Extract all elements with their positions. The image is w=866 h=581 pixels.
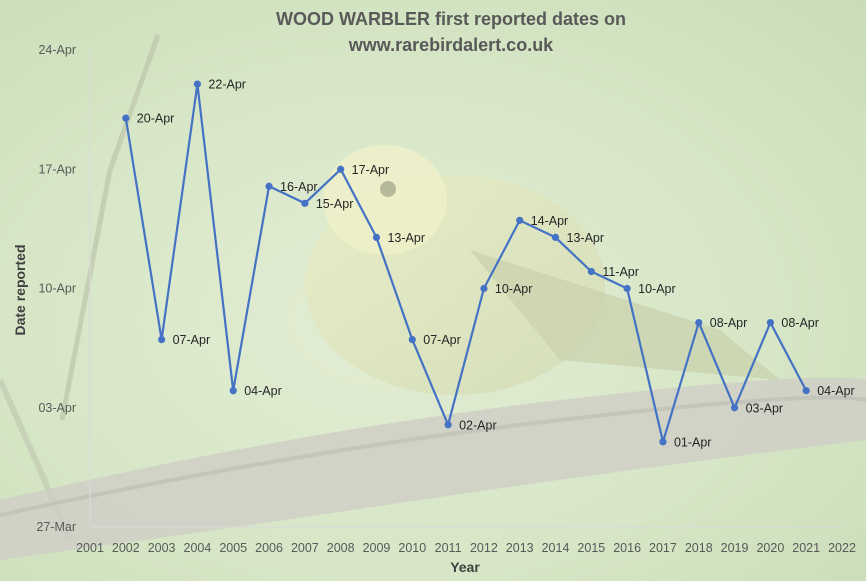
data-point [730, 404, 739, 412]
x-tick-label: 2012 [470, 541, 498, 555]
y-axis-ticks: 24-Apr 17-Apr 10-Apr 03-Apr 27-Mar [36, 43, 76, 534]
x-tick-label: 2022 [828, 541, 856, 555]
data-label: 01-Apr [674, 435, 712, 449]
x-axis-title: Year [450, 559, 480, 575]
data-point [301, 199, 309, 207]
x-tick-label: 2001 [76, 541, 104, 555]
data-point [229, 387, 237, 395]
x-tick-label: 2019 [721, 541, 749, 555]
data-label: 17-Apr [352, 163, 390, 177]
data-point [122, 114, 130, 122]
data-point [480, 284, 488, 293]
data-point [337, 165, 345, 173]
data-label: 13-Apr [567, 231, 605, 245]
series-group: 20-Apr 07-Apr 22-Apr 04-Apr 16-Apr 15-Apr 17-A… [122, 78, 855, 449]
x-tick-label: 2009 [363, 541, 391, 555]
data-label: 22-Apr [208, 78, 246, 92]
y-tick-label: 03-Apr [38, 401, 76, 415]
data-label: 10-Apr [495, 282, 533, 296]
data-label: 07-Apr [173, 333, 211, 347]
chart-title-line2: www.rarebirdalert.co.uk [348, 35, 554, 55]
x-tick-label: 2013 [506, 541, 534, 555]
data-point [802, 387, 810, 395]
x-tick-label: 2002 [112, 541, 140, 555]
x-tick-label: 2008 [327, 541, 355, 555]
data-label: 16-Apr [280, 180, 318, 194]
data-label: 04-Apr [244, 384, 282, 398]
data-label: 07-Apr [423, 333, 461, 347]
x-tick-label: 2007 [291, 541, 319, 555]
y-axis-title: Date reported [12, 244, 28, 335]
x-tick-label: 2003 [148, 541, 176, 555]
data-point [659, 438, 667, 446]
y-tick-label: 24-Apr [38, 43, 76, 57]
data-label: 08-Apr [710, 316, 748, 330]
x-tick-label: 2004 [184, 541, 212, 555]
chart-title: WOOD WARBLER first reported dates on www… [276, 9, 626, 55]
x-tick-label: 2018 [685, 541, 713, 555]
x-tick-label: 2005 [219, 541, 247, 555]
data-point [372, 233, 381, 241]
data-label: 20-Apr [137, 112, 175, 126]
x-axis-ticks: 2001 2002 2003 2004 2005 2006 2007 2008 2009 2010… [76, 541, 856, 555]
data-label: 11-Apr [602, 265, 639, 279]
data-point [695, 318, 703, 327]
data-point [158, 336, 166, 344]
x-tick-label: 2021 [792, 541, 820, 555]
chart-title-line1: WOOD WARBLER first reported dates on [276, 9, 626, 29]
data-label: 14-Apr [531, 214, 569, 228]
data-label: 03-Apr [746, 401, 784, 415]
data-point [623, 284, 631, 293]
data-point [408, 336, 416, 344]
data-label: 10-Apr [638, 282, 676, 296]
x-tick-label: 2016 [613, 541, 641, 555]
data-point [265, 182, 273, 190]
x-tick-label: 2020 [756, 541, 784, 555]
data-point [551, 233, 560, 241]
y-tick-label: 10-Apr [38, 282, 76, 296]
data-point [587, 267, 595, 276]
data-point [516, 216, 524, 224]
data-label: 13-Apr [387, 231, 425, 245]
data-point [193, 80, 202, 88]
y-tick-label: 17-Apr [38, 162, 76, 176]
data-label: 04-Apr [817, 384, 855, 398]
data-point [766, 318, 774, 327]
data-point [444, 421, 452, 429]
y-tick-label: 27-Mar [36, 520, 76, 534]
x-tick-label: 2006 [255, 541, 283, 555]
x-tick-label: 2014 [542, 541, 570, 555]
data-label: 02-Apr [459, 418, 497, 432]
data-label: 15-Apr [316, 197, 354, 211]
series-line [124, 82, 808, 443]
x-tick-label: 2011 [435, 541, 462, 555]
x-tick-label: 2015 [577, 541, 605, 555]
x-tick-label: 2010 [398, 541, 426, 555]
data-label: 08-Apr [781, 316, 819, 330]
x-tick-label: 2017 [649, 541, 677, 555]
